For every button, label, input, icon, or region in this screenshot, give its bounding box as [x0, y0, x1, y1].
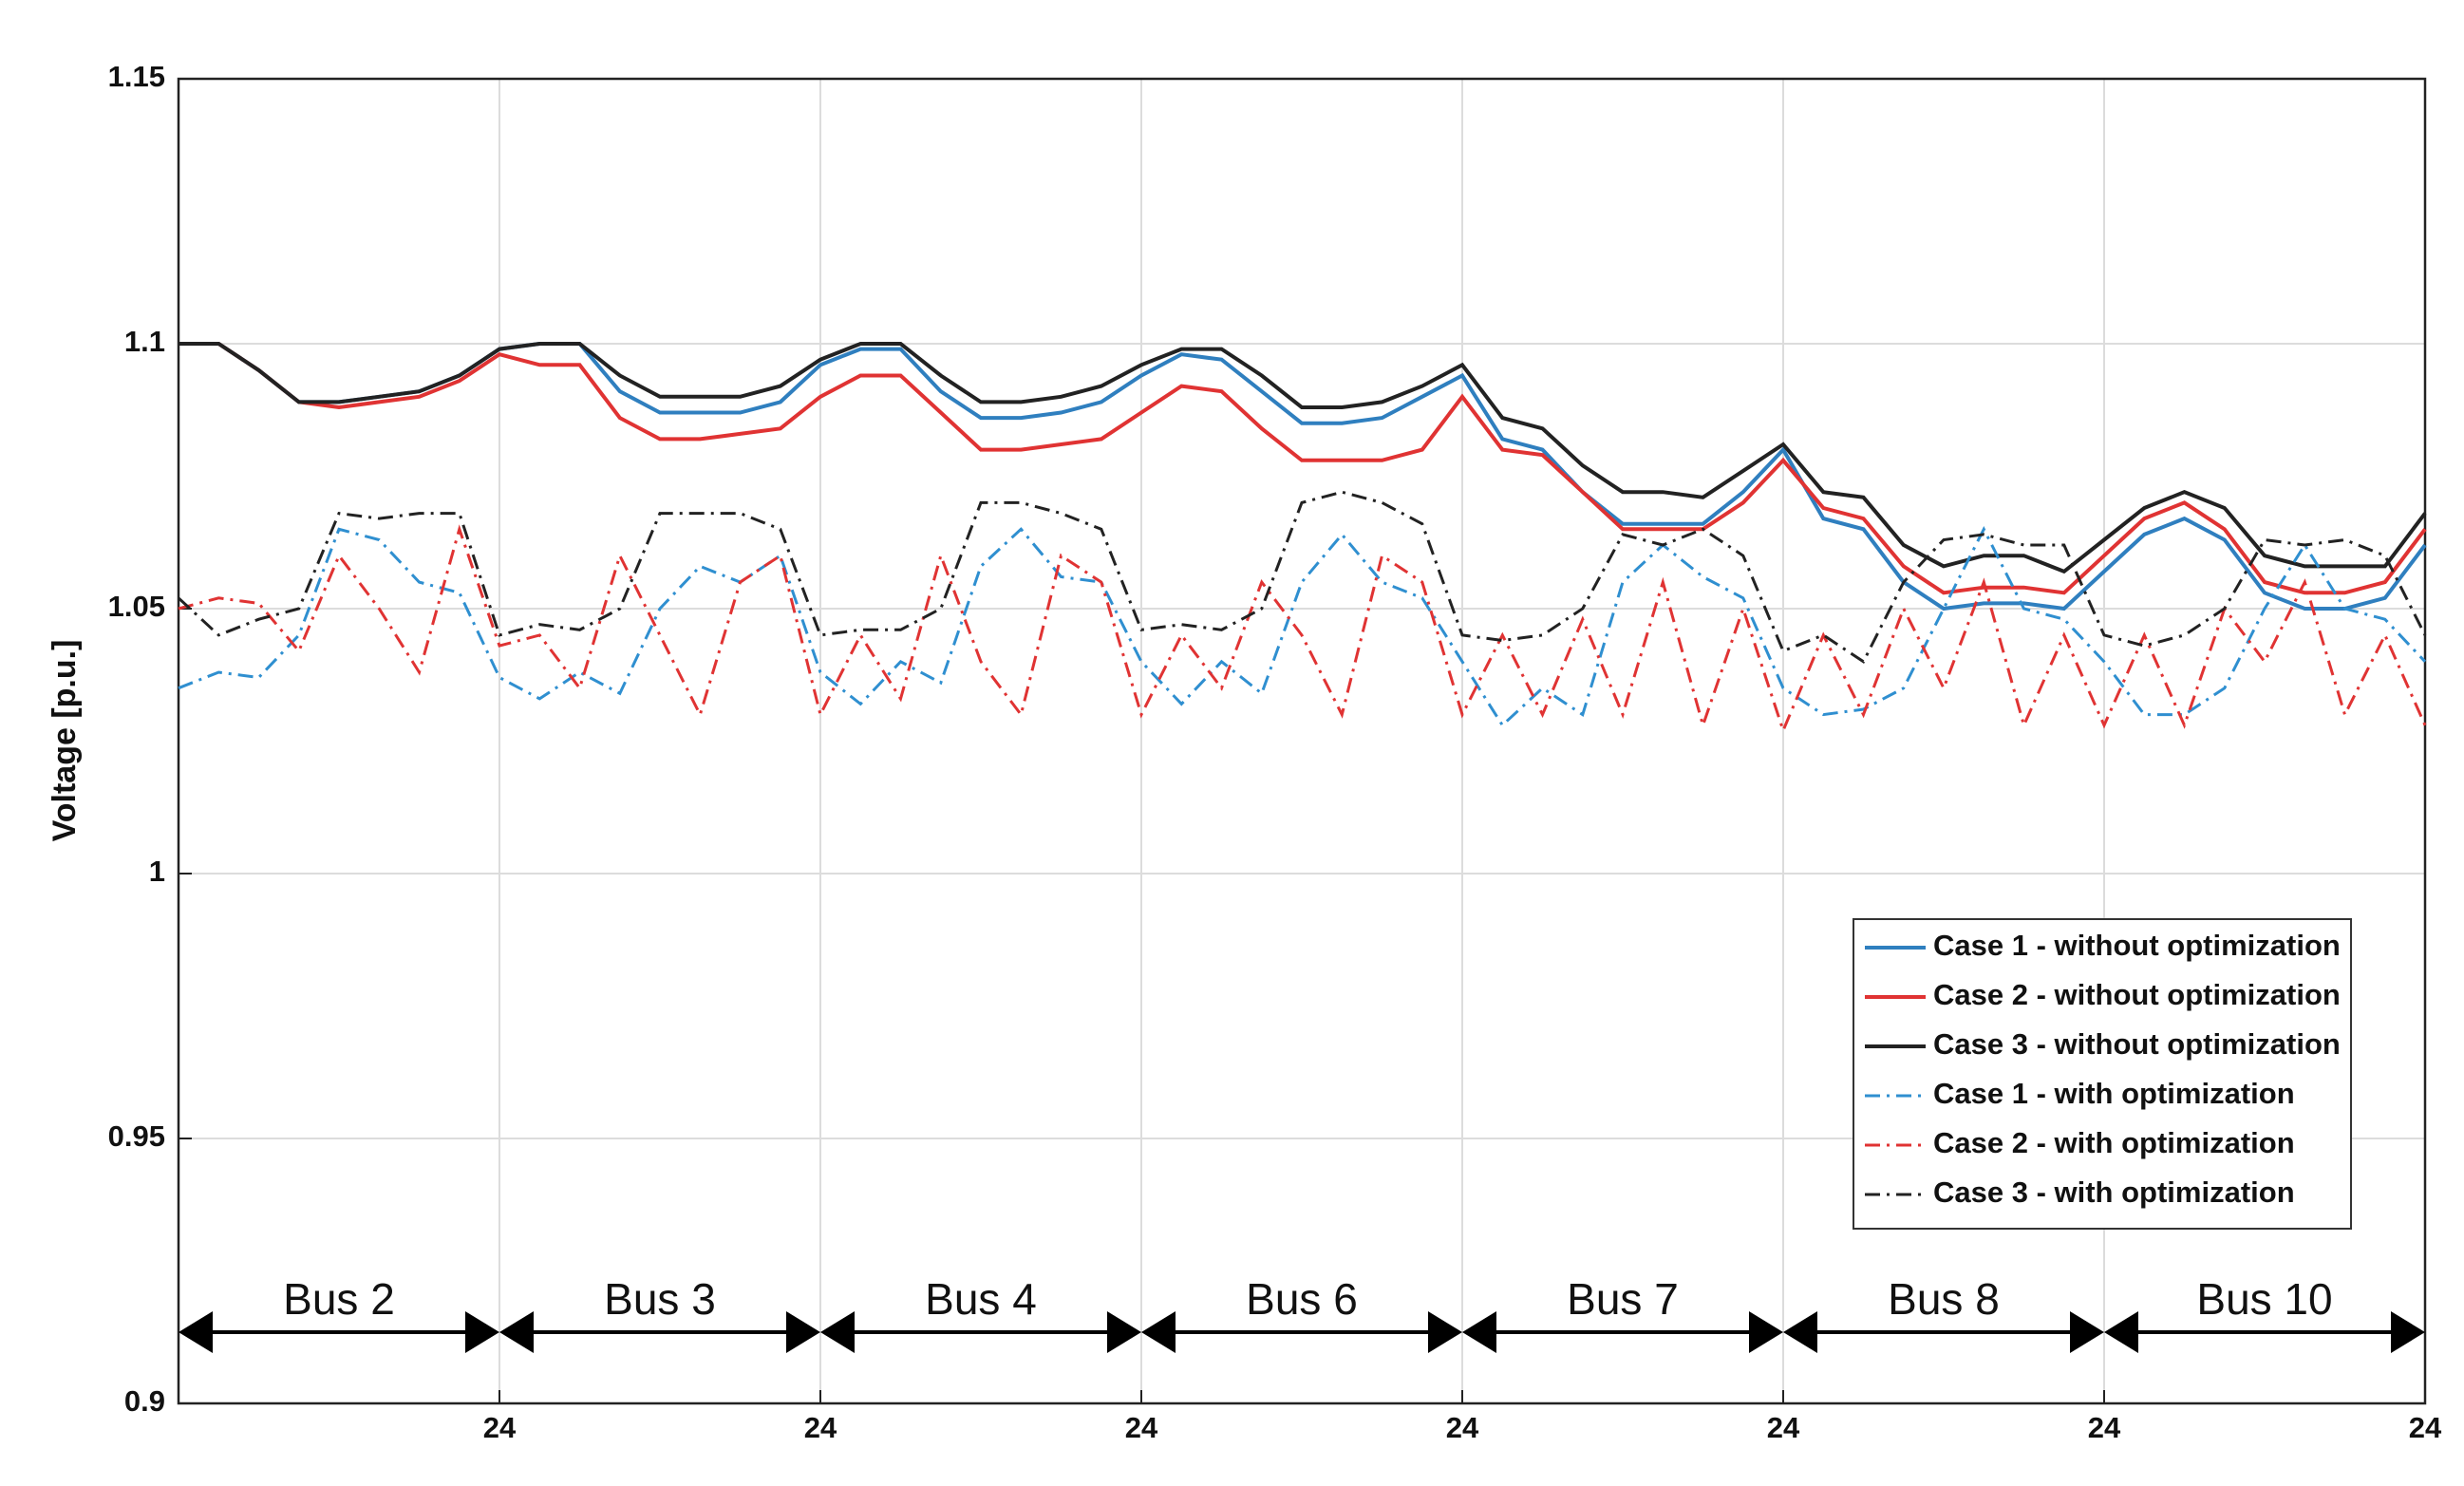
arrow-head [1783, 1311, 1817, 1353]
x-tick-label: 24 [483, 1411, 517, 1444]
y-tick-label: 1.05 [108, 590, 165, 623]
annotation: Bus 4 [925, 1274, 1037, 1324]
data-line [178, 524, 2427, 735]
plot-frame [177, 77, 2427, 1405]
legend-label: Case 1 - without optimization [1933, 929, 2341, 962]
annotation: Bus 7 [1567, 1274, 1679, 1324]
arrow-head [820, 1311, 855, 1353]
arrow-head [786, 1311, 820, 1353]
data-line [179, 342, 2427, 574]
annotation: Bus 8 [1888, 1274, 2000, 1324]
annotation: Bus 2 [283, 1274, 395, 1324]
y-tick-label: 0.9 [124, 1384, 165, 1418]
data-line [178, 525, 2427, 728]
x-tick-label: 24 [804, 1411, 837, 1444]
annotation: Bus 10 [2196, 1274, 2332, 1324]
annotation: Bus 6 [1246, 1274, 1358, 1324]
x-tick-label: 24 [2088, 1411, 2121, 1444]
data-line [179, 342, 2427, 595]
legend-label: Case 3 - without optimization [1933, 1027, 2341, 1061]
arrow-head [2391, 1311, 2425, 1353]
x-tick-label: 24 [2409, 1411, 2442, 1444]
arrow-head [1107, 1311, 1141, 1353]
arrow-head [499, 1311, 534, 1353]
arrow-head [1462, 1311, 1496, 1353]
y-tick-label: 1 [149, 855, 165, 888]
y-tick-label: 1.15 [108, 60, 165, 93]
y-tick-label: 1.1 [124, 325, 165, 358]
y-axis-label: Voltage [p.u.] [47, 640, 83, 842]
arrow-head [2104, 1311, 2138, 1353]
legend-label: Case 2 - with optimization [1933, 1126, 2295, 1159]
y-tick-label: 0.95 [108, 1119, 165, 1153]
arrow-head [1428, 1311, 1462, 1353]
arrow-head [1749, 1311, 1783, 1353]
x-tick-label: 24 [1767, 1411, 1800, 1444]
x-tick-label: 24 [1446, 1411, 1479, 1444]
annotation: Bus 3 [604, 1274, 716, 1324]
legend-label: Case 2 - without optimization [1933, 978, 2341, 1011]
arrow-head [1141, 1311, 1176, 1353]
arrow-head [2070, 1311, 2104, 1353]
legend-box [1853, 918, 2352, 1230]
arrow-head [465, 1311, 499, 1353]
data-line [177, 490, 2427, 664]
legend-label: Case 3 - with optimization [1933, 1176, 2295, 1209]
x-tick-label: 24 [1125, 1411, 1158, 1444]
arrow-head [179, 1311, 213, 1353]
legend-label: Case 1 - with optimization [1933, 1077, 2295, 1110]
